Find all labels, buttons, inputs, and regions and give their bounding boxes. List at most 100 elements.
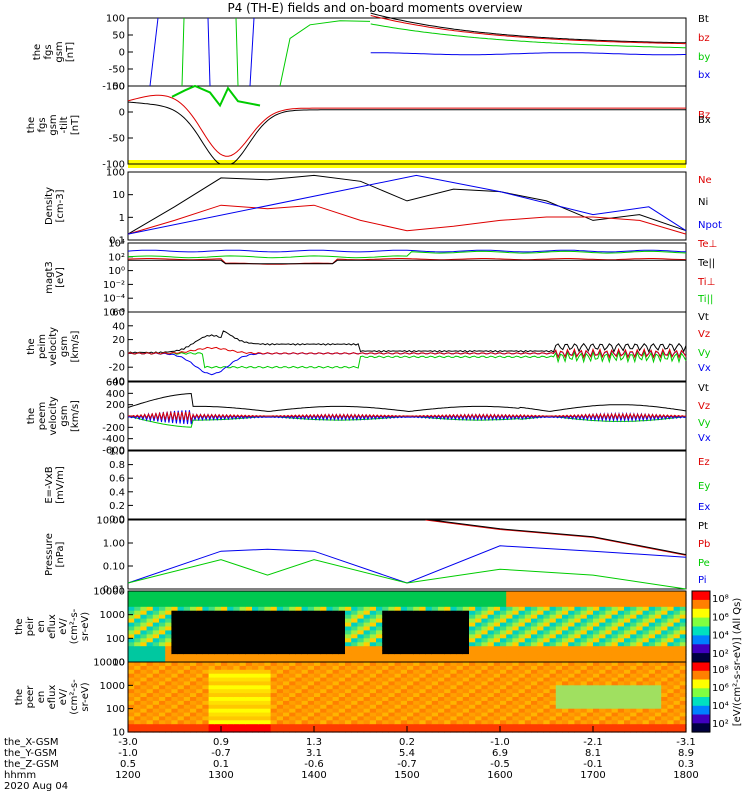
peer-pixel: [152, 716, 160, 721]
peer-pixel: [369, 700, 377, 706]
peir-pixel: [518, 614, 526, 620]
peer-pixel: [462, 693, 470, 698]
peir-pixel: [270, 638, 278, 643]
peer-pixel: [307, 720, 315, 725]
peir-pixel: [487, 614, 495, 620]
peir-pixel: [394, 642, 402, 647]
peir-pixel: [245, 606, 253, 612]
y-axis-label: eV/: [58, 688, 69, 705]
peer-pixel: [363, 728, 371, 733]
peir-pixel: [648, 602, 656, 608]
peir-pixel: [512, 654, 520, 659]
ephemeris-value: 1200: [115, 770, 140, 781]
peir-pixel: [624, 638, 631, 643]
peer-pixel: [394, 662, 402, 667]
peer-pixel: [252, 673, 259, 679]
peir-pixel: [363, 642, 371, 647]
peir-pixel: [295, 606, 303, 612]
peir-pixel: [239, 618, 247, 624]
peir-pixel: [159, 614, 166, 620]
peer-pixel: [679, 689, 687, 694]
peir-pixel: [276, 591, 284, 596]
peir-pixel: [493, 654, 501, 659]
peir-pixel: [667, 594, 675, 600]
peer-pixel: [537, 700, 544, 706]
peir-pixel: [183, 594, 191, 600]
peir-pixel: [642, 650, 650, 655]
peer-pixel: [301, 716, 309, 721]
peer-pixel: [270, 712, 278, 718]
peer-pixel: [258, 724, 265, 729]
peer-pixel: [394, 669, 402, 675]
peir-pixel: [171, 614, 179, 620]
peir-pixel: [369, 598, 377, 604]
peir-pixel: [475, 606, 482, 612]
y-axis-label: Density: [44, 187, 55, 225]
peir-pixel: [190, 642, 197, 647]
peer-pixel: [159, 673, 166, 679]
peer-pixel: [543, 693, 551, 698]
peir-pixel: [202, 618, 210, 624]
peir-pixel: [438, 622, 445, 628]
peer-pixel: [586, 728, 594, 733]
Bx-series: [127, 101, 686, 165]
peer-pixel: [264, 681, 272, 686]
peer-pixel: [159, 697, 166, 702]
peir-pixel: [270, 598, 278, 604]
peer-pixel: [171, 697, 179, 702]
peir-pixel: [276, 642, 284, 647]
peer-pixel: [469, 665, 476, 671]
peir-pixel: [611, 634, 619, 639]
peer-pixel: [382, 708, 389, 714]
peir-pixel: [630, 638, 637, 643]
peer-pixel: [524, 677, 532, 683]
y-tick-label: 0.6: [109, 474, 125, 485]
peir-pixel: [481, 658, 489, 663]
peir-pixel: [425, 626, 433, 631]
peir-pixel: [134, 618, 141, 624]
peir-pixel: [394, 622, 402, 628]
peer-pixel: [332, 665, 340, 671]
peer-pixel: [642, 669, 650, 675]
peir-pixel: [382, 618, 389, 624]
peir-pixel: [270, 646, 278, 651]
peer-pixel: [245, 677, 253, 683]
peer-pixel: [673, 720, 681, 725]
peir-pixel: [419, 654, 427, 659]
peir-pixel: [400, 610, 408, 616]
peer-pixel: [140, 693, 148, 698]
peer-pixel: [208, 685, 216, 690]
peer-pixel: [227, 724, 234, 729]
peir-colorbar-segment: [692, 644, 710, 654]
peir-pixel: [444, 618, 451, 624]
peer-pixel: [357, 712, 365, 718]
peer-pixel: [481, 681, 489, 686]
peer-pixel: [574, 685, 582, 690]
peer-pixel: [214, 681, 222, 686]
peer-pixel: [140, 712, 148, 718]
peir-pixel: [512, 642, 520, 647]
peer-pixel: [171, 665, 179, 671]
peir-pixel: [611, 658, 619, 663]
peir-pixel: [276, 626, 284, 631]
peer-pixel: [369, 716, 377, 721]
peir-pixel: [400, 630, 408, 635]
peir-pixel: [146, 594, 154, 600]
peer-pixel: [363, 708, 371, 714]
peir-pixel: [221, 606, 228, 612]
peer-pixel: [301, 677, 309, 683]
peir-pixel: [134, 658, 141, 663]
peer-pixel: [171, 716, 179, 721]
peir-pixel: [171, 634, 179, 639]
peir-pixel: [183, 638, 191, 643]
peir-pixel: [580, 658, 588, 663]
peer-pixel: [388, 673, 396, 679]
ephemeris-value: -0.6: [304, 759, 324, 770]
peir-pixel: [667, 618, 675, 624]
peir-pixel: [586, 606, 594, 612]
peir-pixel: [214, 610, 222, 616]
peir-pixel: [512, 630, 520, 635]
Bt-series: [370, 12, 686, 44]
Pt-series: [425, 518, 687, 556]
peer-pixel: [332, 681, 340, 686]
